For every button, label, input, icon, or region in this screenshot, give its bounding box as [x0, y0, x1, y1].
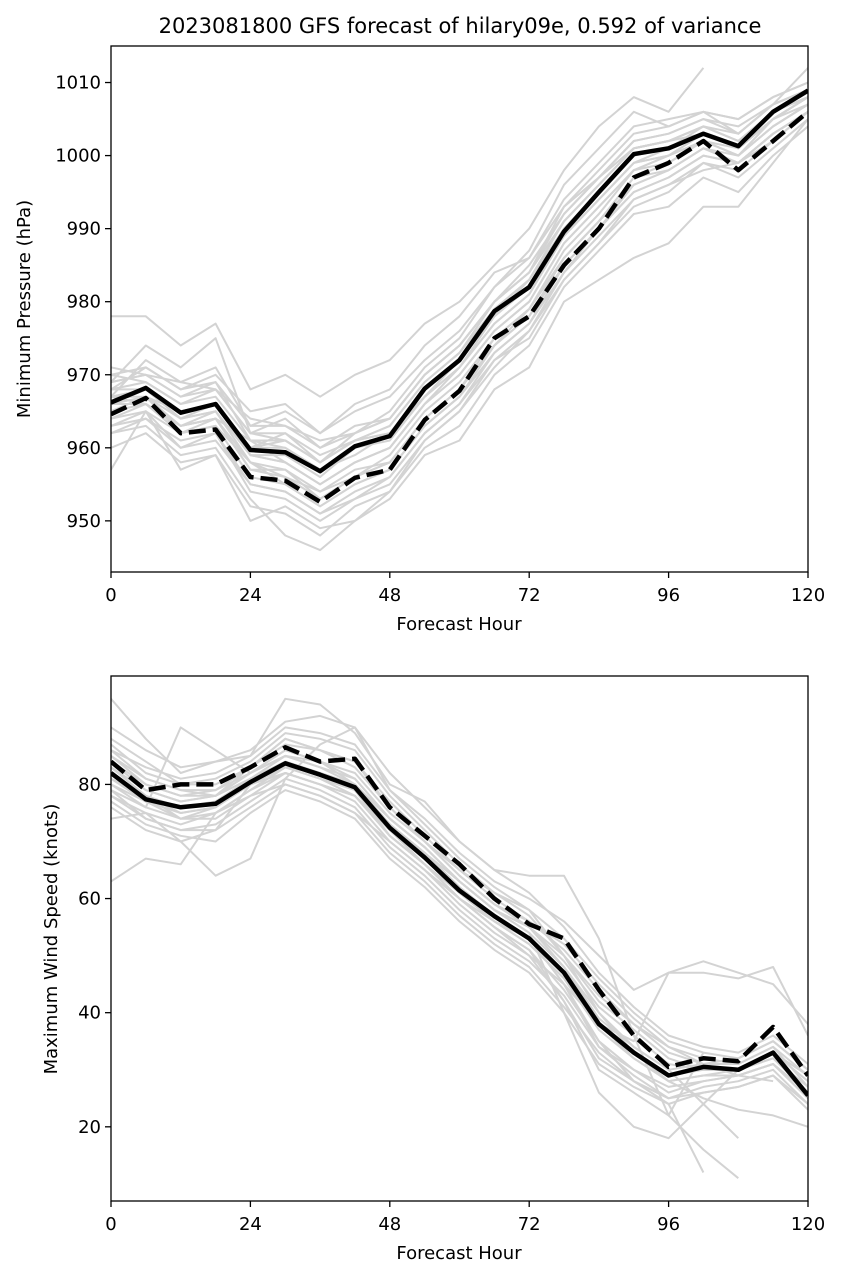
pressure-plot-frame [110, 45, 809, 573]
wind-member-line-24 [111, 754, 808, 1094]
wind-member-line-17 [111, 772, 808, 1105]
wind-y-tick-label-40: 40 [78, 1003, 101, 1024]
pressure-x-axis-label: Forecast Hour [396, 614, 522, 635]
wind-plot-frame [110, 675, 809, 1202]
pressure-x-tick-label-24: 24 [239, 585, 262, 606]
pressure-x-tick-label-120: 120 [791, 585, 825, 606]
pressure-member-line-14 [111, 81, 808, 435]
pressure-y-axis: 950 960 970 980 990 1000 1010 [55, 73, 111, 532]
pressure-y-tick-label-1010: 1010 [55, 73, 101, 94]
pressure-y-axis-label: Minimum Pressure (hPa) [14, 200, 35, 418]
wind-x-tick-label-0: 0 [105, 1214, 116, 1235]
pressure-y-tick-label-970: 970 [67, 365, 101, 386]
pressure-member-line-26 [111, 111, 808, 515]
pressure-x-axis: 0 24 48 72 96 120 [105, 572, 825, 606]
pressure-y-tick-label-1000: 1000 [55, 146, 101, 167]
pressure-member-line-19 [111, 96, 808, 464]
pressure-mean-lines [111, 88, 808, 505]
pressure-y-tick-label-960: 960 [67, 438, 101, 459]
wind-y-axis-label: Maximum Wind Speed (knots) [41, 804, 62, 1075]
wind-x-tick-label-120: 120 [791, 1214, 825, 1235]
wind-member-line-2 [111, 726, 808, 1036]
wind-x-axis: 0 24 48 72 96 120 [105, 1201, 825, 1235]
wind-member-line-19 [111, 772, 808, 1100]
wind-x-tick-label-72: 72 [518, 1214, 541, 1235]
wind-x-tick-label-48: 48 [378, 1214, 401, 1235]
pressure-member-line-7 [111, 125, 808, 552]
wind-member-line-20 [111, 737, 808, 1082]
figure-title: 2023081800 GFS forecast of hilary09e, 0.… [159, 14, 762, 38]
pressure-member-line-24 [111, 111, 808, 508]
pressure-x-tick-label-72: 72 [518, 585, 541, 606]
pressure-member-line-25 [111, 88, 808, 449]
pressure-member-line-2 [111, 118, 808, 530]
wind-x-tick-label-96: 96 [657, 1214, 680, 1235]
wind-y-axis: 20 40 60 80 [78, 774, 111, 1138]
wind-member-line-12 [111, 714, 808, 1065]
wind-member-line-11 [111, 777, 808, 1100]
pressure-mean-line-dashed [111, 110, 808, 505]
wind-mean-lines [111, 745, 808, 1097]
pressure-y-tick-label-950: 950 [67, 511, 101, 532]
wind-member-line-23 [111, 783, 808, 1111]
wind-mean-line-solid [111, 761, 808, 1097]
pressure-member-line-13 [111, 118, 808, 537]
wind-x-axis-label: Forecast Hour [396, 1243, 522, 1264]
pressure-y-tick-label-990: 990 [67, 219, 101, 240]
wind-mean-line-dashed [111, 745, 808, 1077]
wind-member-line-22 [111, 726, 808, 1071]
wind-y-tick-label-60: 60 [78, 889, 101, 910]
pressure-chart: 0 24 48 72 96 120 950 960 970 980 990 1000 1010 For… [14, 45, 825, 635]
pressure-x-tick-label-48: 48 [378, 585, 401, 606]
pressure-x-tick-label-96: 96 [657, 585, 680, 606]
wind-chart: 0 24 48 72 96 120 20 40 60 80 Forecast Hour Maxi… [41, 675, 825, 1264]
pressure-member-line-0 [111, 67, 705, 398]
wind-y-tick-label-20: 20 [78, 1117, 101, 1138]
pressure-x-tick-label-0: 0 [105, 585, 116, 606]
pressure-mean-line-solid [111, 88, 808, 474]
wind-x-tick-label-24: 24 [239, 1214, 262, 1235]
pressure-y-tick-label-980: 980 [67, 292, 101, 313]
wind-y-tick-label-80: 80 [78, 774, 101, 795]
wind-member-line-13 [111, 789, 808, 1105]
